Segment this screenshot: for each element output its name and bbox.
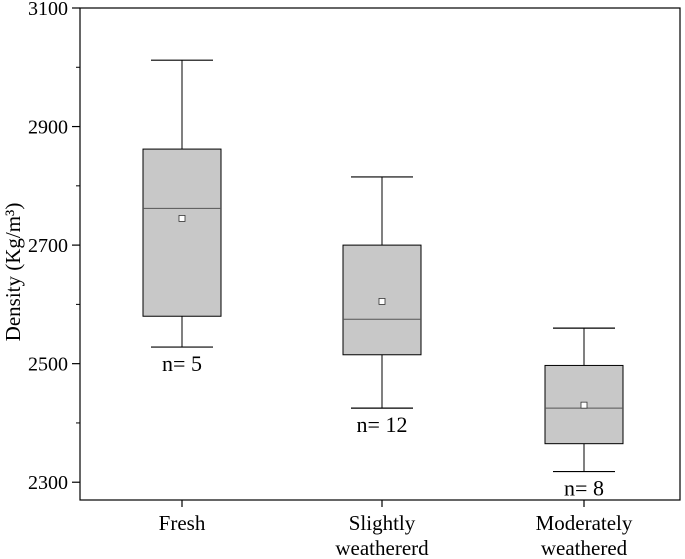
box-group: n= 5	[142, 59, 222, 376]
box-series: n= 5 n= 12 n= 8	[142, 59, 624, 501]
box-group: n= 8	[544, 327, 624, 501]
y-tick-label: 2900	[28, 117, 68, 139]
y-axis: 2300 2500 2700 2900 3100	[28, 0, 80, 494]
mean-marker	[580, 401, 588, 409]
sample-size-label: n= 12	[357, 412, 408, 437]
y-axis-label: Density (Kg/m³)	[1, 203, 25, 342]
sample-size-label: n= 8	[564, 476, 604, 501]
mean-marker	[178, 215, 186, 222]
x-category-label: Fresh	[159, 511, 206, 535]
x-category-label: weathererd	[335, 536, 429, 559]
x-category-label: weathered	[541, 536, 628, 559]
mean-marker	[378, 298, 386, 305]
iqr-box	[142, 148, 222, 317]
box-group: n= 12	[342, 176, 422, 437]
x-category-label: Moderately	[536, 511, 633, 535]
x-category-label: Slightly	[349, 511, 416, 535]
y-tick-label: 2300	[28, 472, 68, 494]
y-tick-label: 3100	[28, 0, 68, 20]
y-tick-label: 2500	[28, 354, 68, 376]
sample-size-label: n= 5	[162, 351, 202, 376]
plot-frame	[79, 7, 681, 501]
y-tick-label: 2700	[28, 235, 68, 257]
